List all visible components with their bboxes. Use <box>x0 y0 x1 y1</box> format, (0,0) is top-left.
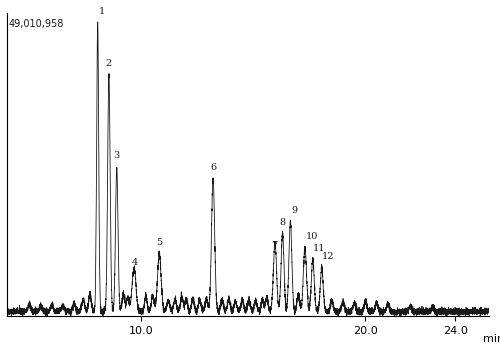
Text: 11: 11 <box>313 244 326 253</box>
Text: 4: 4 <box>132 258 138 267</box>
Text: 5: 5 <box>156 238 162 247</box>
Text: 12: 12 <box>322 252 334 261</box>
Text: 10: 10 <box>306 232 318 241</box>
Text: 9: 9 <box>291 206 297 215</box>
Text: 6: 6 <box>210 163 216 172</box>
Text: 2: 2 <box>106 59 112 68</box>
Text: 49,010,958: 49,010,958 <box>8 20 64 29</box>
Text: 1: 1 <box>99 7 105 16</box>
Text: 3: 3 <box>114 151 119 160</box>
X-axis label: min: min <box>483 334 500 344</box>
Text: 7: 7 <box>272 241 278 250</box>
Text: 8: 8 <box>280 218 286 227</box>
